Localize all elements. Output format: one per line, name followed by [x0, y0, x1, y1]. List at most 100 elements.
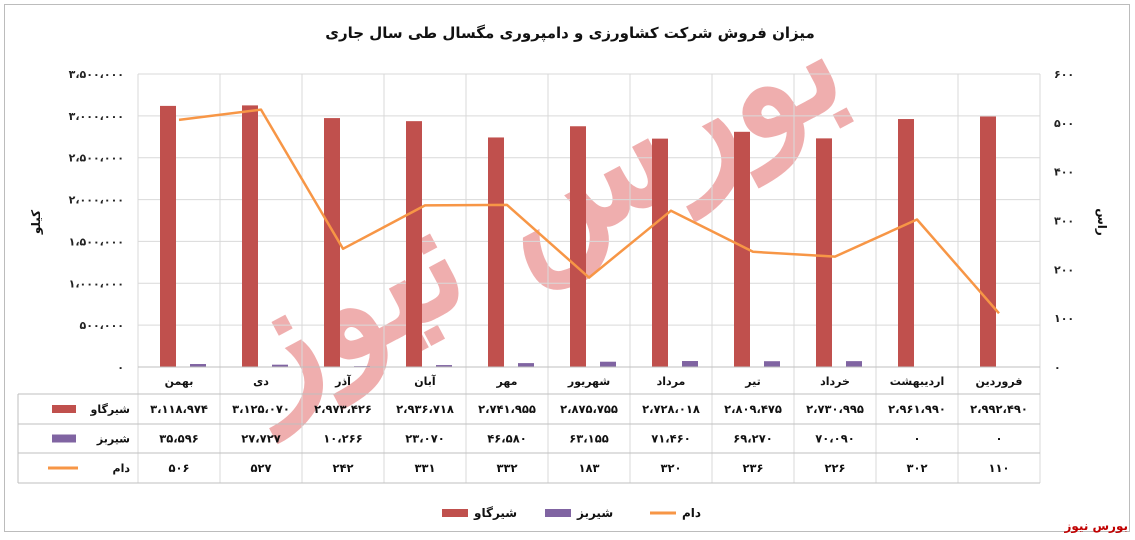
table-cell: ۰ [995, 432, 1002, 446]
table-cell: ۲،۸۷۵،۷۵۵ [560, 402, 618, 416]
table-cell: ۱۰،۲۶۶ [323, 432, 362, 446]
bar-goat-milk [272, 364, 288, 367]
table-cell: ۲،۹۹۲،۴۹۰ [970, 402, 1028, 416]
bar-cow-milk [406, 121, 422, 367]
bar-cow-milk [570, 126, 586, 367]
y-tick-label: ۲،۰۰۰،۰۰۰ [69, 194, 124, 207]
category-label: خرداد [820, 375, 850, 388]
chart-frame [4, 4, 1130, 532]
table-cell: ۲۲۶ [824, 461, 845, 475]
category-label: آبان [414, 374, 436, 388]
y-tick-label: ۵۰۰،۰۰۰ [80, 319, 124, 332]
category-label: بهمن [165, 375, 194, 388]
table-cell: ۲،۹۶۱،۹۹۰ [888, 402, 946, 416]
bar-goat-milk [846, 361, 862, 367]
y-tick-label: ۱،۰۰۰،۰۰۰ [69, 277, 124, 290]
category-label: اردیبهشت [890, 375, 944, 388]
table-cell: ۵۰۶ [168, 461, 189, 475]
table-cell: ۳۲۰ [660, 461, 681, 475]
y2-tick-label: ۵۰۰ [1054, 117, 1074, 130]
watermark-layer: بورس نیوز [193, 0, 871, 445]
category-label: مهر [496, 375, 518, 388]
bar-goat-milk [436, 365, 452, 367]
y-tick-label: ۳،۵۰۰،۰۰۰ [69, 68, 124, 81]
table-cell: ۱۱۰ [988, 461, 1009, 475]
y2-tick-label: ۰ [1054, 361, 1061, 374]
table-cell: ۳۳۲ [496, 461, 517, 475]
source-label: بورس نیوز [1063, 519, 1128, 534]
table-key-swatch [52, 434, 76, 443]
bar-goat-milk [518, 363, 534, 367]
y-tick-label: ۲،۵۰۰،۰۰۰ [69, 152, 124, 165]
category-label: فروردین [976, 375, 1023, 388]
y2-tick-label: ۴۰۰ [1054, 166, 1074, 179]
legend-label: دام [682, 506, 701, 521]
category-label: آذر [334, 374, 351, 388]
table-cell: ۵۲۷ [250, 461, 271, 475]
legend-label: شیربز [576, 506, 613, 520]
category-label: تیر [744, 375, 760, 388]
table-series-name: دام [113, 462, 131, 475]
y-axis-label: کیلو [29, 210, 44, 235]
bar-cow-milk [488, 137, 504, 367]
bar-goat-milk [682, 361, 698, 367]
bar-goat-milk [600, 361, 616, 367]
table-cell: ۲،۸۰۹،۴۷۵ [724, 402, 782, 416]
y2-tick-label: ۳۰۰ [1054, 215, 1074, 228]
table-cell: ۲۳،۰۷۰ [405, 432, 444, 446]
line-layer [178, 108, 1000, 315]
table-cell: ۶۳،۱۵۵ [569, 432, 608, 446]
bar-cow-milk [652, 138, 668, 367]
legend-layer: دام شیربز شیرگاو [442, 506, 701, 521]
category-label: مرداد [657, 375, 686, 388]
y-tick-label: ۳،۰۰۰،۰۰۰ [69, 110, 124, 123]
table-series-name: شیرگاو [89, 403, 130, 416]
legend-label: شیرگاو [473, 506, 517, 521]
table-cell: ۲،۷۲۸،۰۱۸ [642, 402, 700, 416]
table-cell: ۱۸۳ [578, 461, 599, 475]
y2-tick-label: ۶۰۰ [1054, 68, 1074, 81]
category-label: شهریور [567, 375, 610, 388]
table-cell: ۷۱،۴۶۰ [651, 432, 690, 446]
table-cell: ۲۴۲ [332, 461, 353, 475]
table-layer: فروردین اردیبهشت خرداد تیر مرداد شهریور مهر آبا… [17, 374, 1040, 484]
table-cell: ۴۶،۵۸۰ [487, 432, 526, 446]
bar-cow-milk [816, 138, 832, 367]
bar-cow-milk [242, 105, 258, 367]
legend-key-swatch [442, 509, 468, 517]
axis-layer: ۰ ۵۰۰،۰۰۰ ۱،۰۰۰،۰۰۰ ۱،۵۰۰،۰۰۰ ۲،۰۰۰،۰۰۰ ۲،۵۰۰… [69, 68, 1075, 374]
table-cell: ۳۳۱ [414, 461, 435, 475]
table-key-swatch [52, 405, 76, 413]
table-cell: ۳۰۲ [906, 461, 927, 475]
bar-cow-milk [898, 119, 914, 367]
bar-goat-milk [764, 361, 780, 367]
y2-tick-label: ۲۰۰ [1054, 263, 1074, 276]
table-cell: ۶۹،۲۷۰ [733, 432, 772, 446]
table-cell: ۳،۱۲۵،۰۷۰ [232, 402, 290, 416]
y2-tick-label: ۱۰۰ [1054, 312, 1074, 325]
grid-layer [137, 73, 1041, 483]
table-cell: ۲،۷۳۰،۹۹۵ [806, 402, 864, 416]
table-cell: ۲۳۶ [742, 461, 763, 475]
y-tick-label: ۱،۵۰۰،۰۰۰ [69, 235, 124, 248]
category-label: دی [253, 375, 269, 388]
table-cell: ۲،۹۳۶،۷۱۸ [396, 402, 454, 416]
table-cell: ۷۰،۰۹۰ [815, 432, 854, 446]
table-cell: ۰ [913, 432, 920, 446]
table-series-name: شیربز [96, 433, 130, 446]
bar-cow-milk [160, 105, 176, 368]
chart-title: میزان فروش شرکت کشاورزی و دامپروری مگسال… [325, 24, 815, 43]
table-cell: ۲،۷۴۱،۹۵۵ [478, 402, 536, 416]
table-cell: ۳،۱۱۸،۹۷۴ [150, 402, 208, 416]
watermark-text: بورس نیوز [193, 0, 871, 445]
bar-cow-milk [980, 116, 996, 367]
bar-goat-milk [190, 364, 206, 367]
table-cell: ۲،۹۷۳،۴۲۶ [314, 402, 372, 416]
legend-key-swatch [545, 509, 571, 517]
table-cell: ۳۵،۵۹۶ [159, 432, 198, 446]
bar-cow-milk [734, 131, 750, 367]
line-livestock [178, 108, 1000, 315]
bar-cow-milk [324, 118, 340, 368]
y2-axis-label: راس [1095, 208, 1109, 236]
